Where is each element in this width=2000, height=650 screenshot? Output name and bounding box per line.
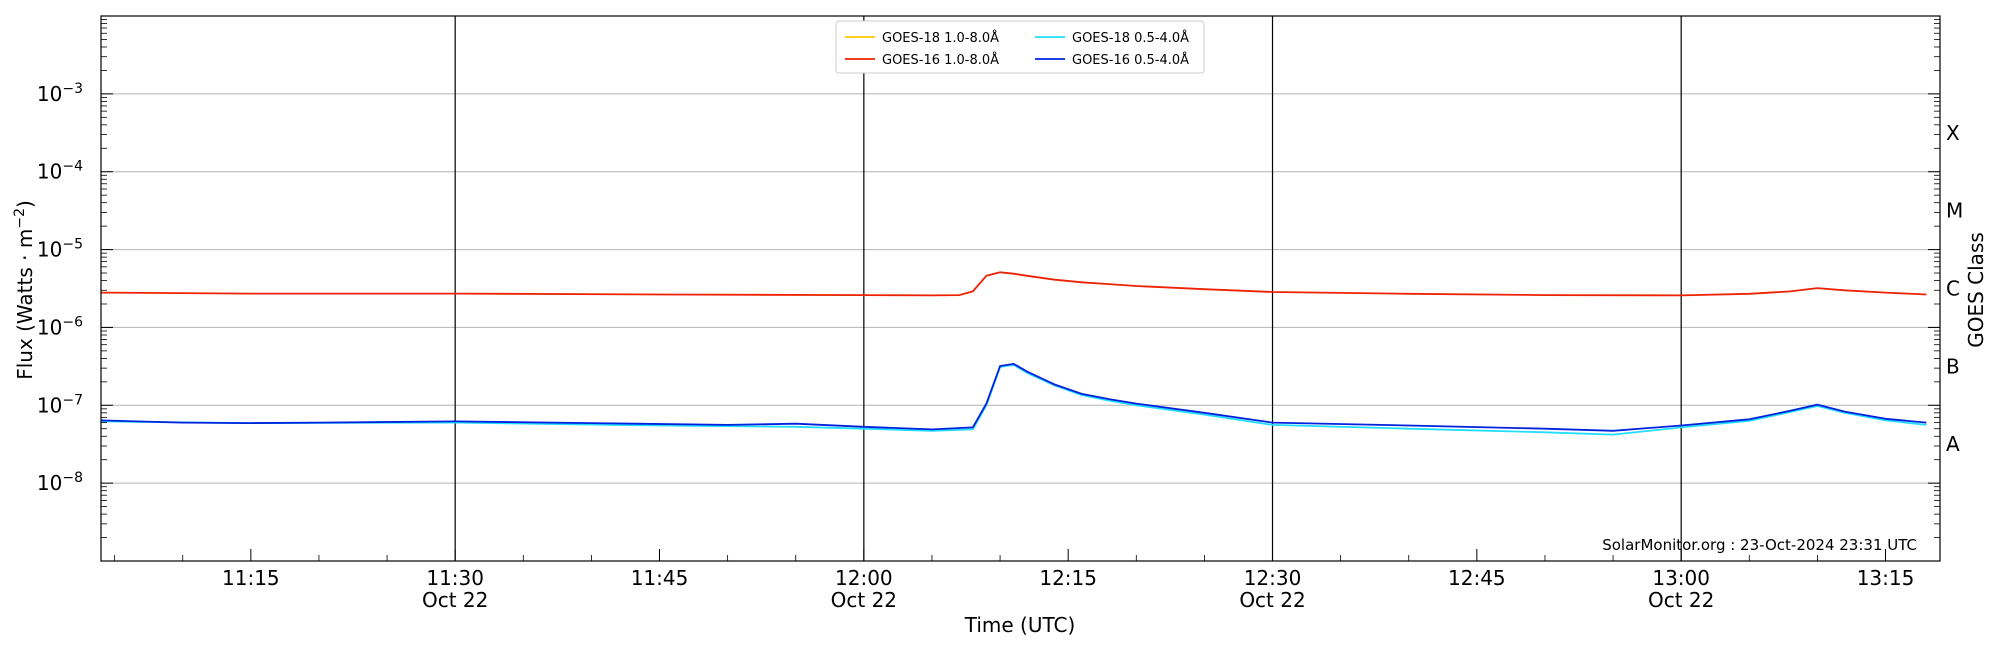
y-tick-exponent: −5: [62, 237, 83, 253]
y-tick-exponent: −4: [62, 159, 83, 175]
y-tick-exponent: −3: [62, 81, 83, 97]
x-axis-title: Time (UTC): [964, 613, 1076, 637]
goes-class-label: C: [1946, 277, 1960, 301]
y-tick-label: 10−3: [37, 81, 83, 106]
y-tick-labels: 10−810−710−610−510−410−3: [37, 81, 83, 495]
y-tick-base: 10: [37, 160, 62, 184]
y-axis-title-exponent: −2: [12, 208, 28, 229]
series-line-2: [100, 364, 1927, 436]
y-tick-label: 10−8: [37, 470, 83, 495]
goes-class-labels: A B C M X: [1946, 121, 1963, 456]
legend: GOES-18 1.0-8.0Å GOES-18 0.5-4.0Å GOES-16 …: [835, 20, 1205, 74]
x-tick-time: 11:30: [426, 566, 484, 590]
y-tick-label: 10−7: [37, 392, 83, 417]
y-tick-base: 10: [37, 315, 62, 339]
goes-class-label: M: [1946, 199, 1963, 223]
goes-class-label: A: [1946, 432, 1960, 456]
x-tick-date: Oct 22: [831, 588, 897, 612]
legend-label: GOES-16 0.5-4.0Å: [1072, 52, 1189, 68]
legend-box: [835, 20, 1205, 74]
y-tick-exponent: −6: [62, 314, 83, 330]
x-tick-time: 12:45: [1448, 566, 1506, 590]
goes-class-label: B: [1946, 354, 1960, 378]
legend-label: GOES-18 0.5-4.0Å: [1072, 30, 1189, 46]
y-tick-base: 10: [37, 393, 62, 417]
x-tick-time: 11:45: [631, 566, 689, 590]
x-tick-date: Oct 22: [1239, 588, 1305, 612]
x-tick-time: 12:15: [1039, 566, 1097, 590]
goes-class-label: X: [1946, 121, 1960, 145]
series-lines: [100, 271, 1927, 436]
x-tick-time: 11:15: [222, 566, 280, 590]
y-tick-exponent: −7: [62, 392, 83, 408]
x-tick-date: Oct 22: [422, 588, 488, 612]
x-tick-time: 12:30: [1244, 566, 1302, 590]
y-tick-base: 10: [37, 82, 62, 106]
y-tick-label: 10−6: [37, 314, 83, 339]
y-tick-base: 10: [37, 238, 62, 262]
plot-frame: [100, 15, 1941, 562]
x-tick-time: 12:00: [835, 566, 893, 590]
y-axis-title-base: Flux (Watts · m: [13, 229, 37, 380]
series-line-1: [100, 271, 1927, 297]
series-line-3: [100, 363, 1927, 432]
y-tick-base: 10: [37, 471, 62, 495]
goes-class-axis-title: GOES Class: [1964, 232, 1988, 348]
y-tick-label: 10−5: [37, 237, 83, 262]
x-tick-time: 13:15: [1857, 566, 1915, 590]
axis-ticks: [101, 19, 1940, 561]
y-tick-label: 10−4: [37, 159, 83, 184]
credit-text: SolarMonitor.org : 23-Oct-2024 23:31 UTC: [1602, 536, 1917, 554]
grid-lines: [101, 93, 1940, 484]
day-marker-lines: [454, 16, 1682, 561]
x-tick-time: 13:00: [1652, 566, 1710, 590]
legend-label: GOES-16 1.0-8.0Å: [882, 52, 999, 68]
y-tick-exponent: −8: [62, 470, 83, 486]
y-axis-title-close: ): [13, 200, 37, 208]
y-axis-title: Flux (Watts · m−2): [12, 200, 37, 380]
legend-label: GOES-18 1.0-8.0Å: [882, 30, 999, 46]
x-tick-date: Oct 22: [1648, 588, 1714, 612]
